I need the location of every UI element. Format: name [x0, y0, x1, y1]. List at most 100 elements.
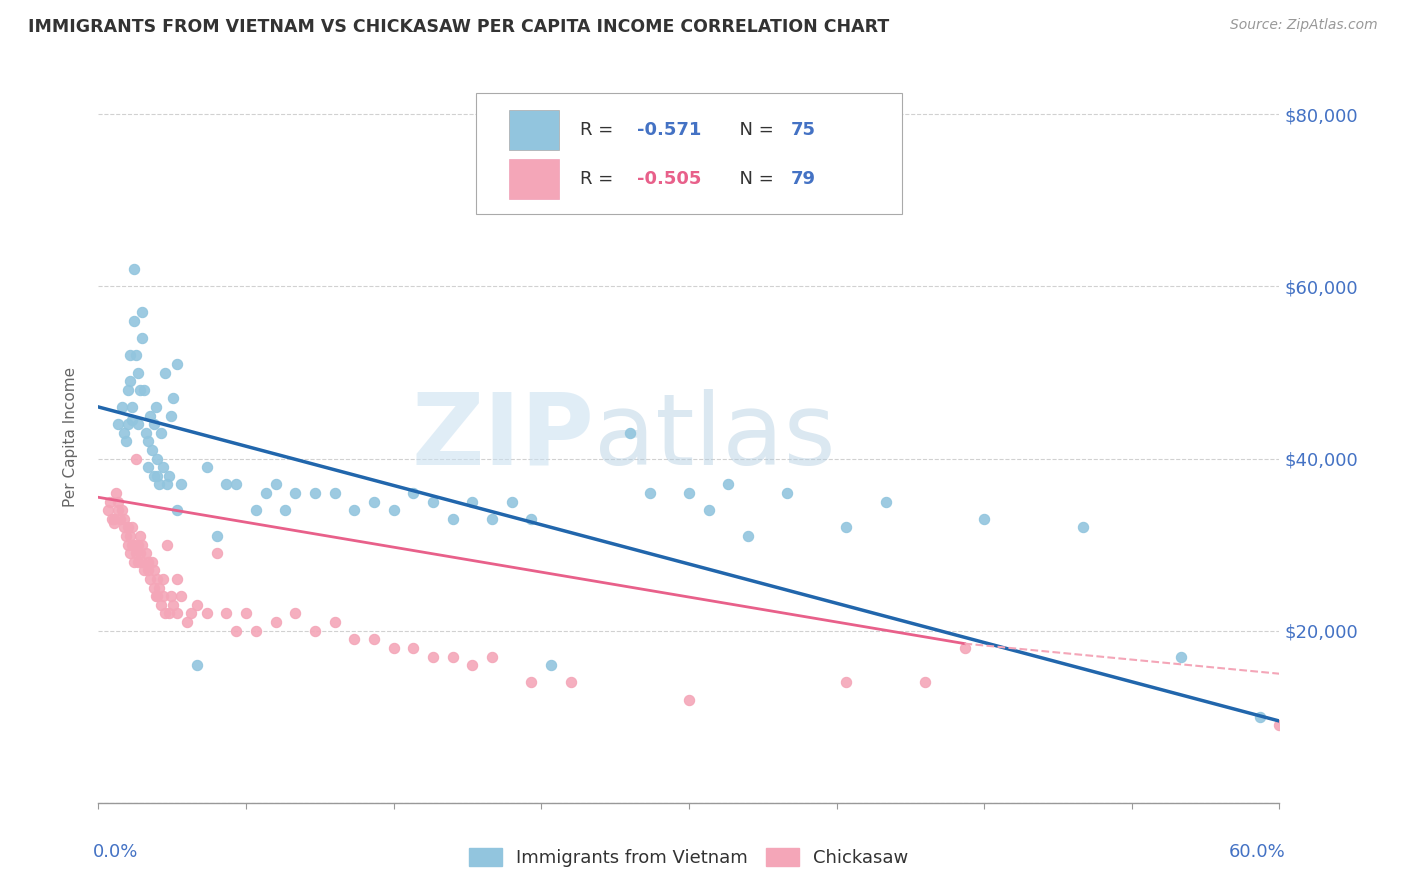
Point — [875, 494, 897, 508]
Point — [136, 460, 159, 475]
Bar — [509, 159, 560, 199]
Point — [441, 649, 464, 664]
Point — [205, 546, 228, 560]
Text: -0.571: -0.571 — [637, 121, 702, 139]
Point — [343, 632, 366, 647]
Point — [481, 649, 503, 664]
Point — [953, 640, 976, 655]
Point — [131, 538, 153, 552]
Point — [112, 520, 135, 534]
Point — [264, 477, 287, 491]
Point — [127, 366, 149, 380]
Point — [142, 417, 165, 432]
Point — [225, 624, 247, 638]
Point — [166, 572, 188, 586]
Point — [111, 503, 134, 517]
Point — [441, 512, 464, 526]
Point — [363, 494, 385, 508]
Point — [402, 486, 425, 500]
Point — [304, 486, 326, 500]
Point — [108, 512, 131, 526]
Point — [520, 512, 543, 526]
Point — [461, 494, 484, 508]
Point — [170, 589, 193, 603]
Point — [195, 607, 218, 621]
Point — [97, 503, 120, 517]
Point — [245, 624, 267, 638]
Text: 75: 75 — [790, 121, 815, 139]
Point — [146, 468, 169, 483]
Point — [142, 468, 165, 483]
Point — [205, 529, 228, 543]
Point — [142, 564, 165, 578]
Point — [176, 615, 198, 629]
Point — [186, 598, 208, 612]
Point — [245, 503, 267, 517]
Bar — [509, 111, 560, 151]
Point — [131, 305, 153, 319]
Point — [146, 451, 169, 466]
Point — [215, 607, 238, 621]
Point — [156, 477, 179, 491]
Point — [121, 520, 143, 534]
Point — [284, 486, 307, 500]
Point — [225, 477, 247, 491]
Point — [160, 409, 183, 423]
Point — [323, 615, 346, 629]
Point — [264, 615, 287, 629]
Point — [152, 589, 174, 603]
Point — [135, 546, 157, 560]
Point — [118, 529, 141, 543]
Point — [141, 442, 163, 457]
Point — [122, 555, 145, 569]
Point — [170, 477, 193, 491]
Point — [125, 546, 148, 560]
Point — [166, 357, 188, 371]
Point — [112, 512, 135, 526]
Point — [540, 658, 562, 673]
Point — [138, 409, 160, 423]
Point — [103, 512, 125, 526]
Point — [152, 460, 174, 475]
Point — [122, 314, 145, 328]
Point — [107, 494, 129, 508]
Point — [117, 538, 139, 552]
Point — [146, 589, 169, 603]
Point — [131, 331, 153, 345]
Point — [162, 392, 184, 406]
Text: R =: R = — [581, 170, 619, 188]
Point — [118, 348, 141, 362]
Y-axis label: Per Capita Income: Per Capita Income — [63, 367, 77, 508]
Point — [125, 348, 148, 362]
Point — [98, 494, 121, 508]
Point — [112, 425, 135, 440]
Point — [118, 546, 141, 560]
Point — [363, 632, 385, 647]
Point — [638, 486, 661, 500]
Point — [323, 486, 346, 500]
Text: 79: 79 — [790, 170, 815, 188]
Text: IMMIGRANTS FROM VIETNAM VS CHICKASAW PER CAPITA INCOME CORRELATION CHART: IMMIGRANTS FROM VIETNAM VS CHICKASAW PER… — [28, 18, 890, 36]
Point — [117, 520, 139, 534]
Point — [107, 503, 129, 517]
Point — [678, 486, 700, 500]
Point — [117, 417, 139, 432]
Text: R =: R = — [581, 121, 619, 139]
Point — [162, 598, 184, 612]
Point — [737, 529, 759, 543]
Point — [422, 649, 444, 664]
Point — [127, 538, 149, 552]
Point — [103, 516, 125, 530]
Point — [125, 451, 148, 466]
Point — [127, 555, 149, 569]
Point — [304, 624, 326, 638]
Point — [697, 503, 720, 517]
Point — [115, 529, 138, 543]
Point — [1170, 649, 1192, 664]
Point — [128, 546, 150, 560]
Point — [284, 607, 307, 621]
Point — [422, 494, 444, 508]
FancyBboxPatch shape — [477, 94, 901, 214]
Point — [1071, 520, 1094, 534]
Point — [186, 658, 208, 673]
